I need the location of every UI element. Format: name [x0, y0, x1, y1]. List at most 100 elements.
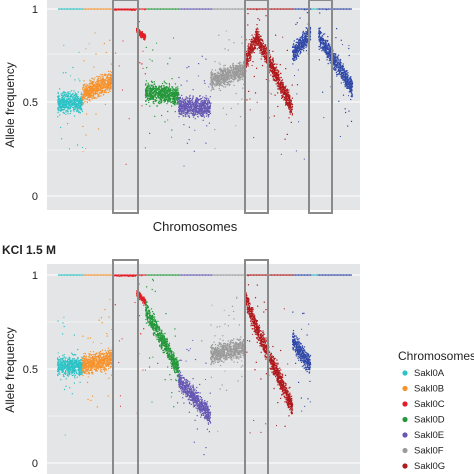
- data-point: [166, 91, 168, 94]
- data-point: [291, 114, 293, 116]
- data-point: [285, 104, 287, 106]
- data-point: [149, 95, 151, 97]
- data-point: [64, 101, 66, 103]
- fixed-point: [73, 8, 75, 10]
- data-point: [182, 101, 184, 103]
- data-point: [227, 75, 229, 77]
- data-point: [192, 111, 195, 113]
- fixed-point: [344, 8, 346, 10]
- data-point: [57, 95, 60, 98]
- data-point: [282, 93, 284, 95]
- data-point: [100, 87, 102, 89]
- data-point: [247, 45, 249, 47]
- data-point: [243, 72, 245, 74]
- data-point: [203, 100, 205, 102]
- data-point: [63, 44, 65, 46]
- data-point: [104, 86, 106, 88]
- data-point: [190, 104, 192, 106]
- data-point: [199, 109, 201, 111]
- data-point: [150, 96, 152, 98]
- data-point: [220, 82, 222, 85]
- fixed-point: [220, 8, 222, 10]
- data-point: [174, 92, 176, 94]
- data-point: [173, 99, 175, 101]
- data-point: [161, 96, 163, 98]
- data-point: [90, 90, 92, 92]
- data-point: [234, 72, 236, 74]
- data-point: [204, 105, 206, 107]
- data-point: [224, 79, 226, 81]
- data-point: [158, 92, 160, 94]
- data-point: [210, 84, 212, 86]
- data-point: [69, 102, 71, 104]
- data-point: [155, 97, 157, 99]
- data-point: [160, 100, 162, 102]
- data-point: [100, 80, 102, 82]
- data-point: [233, 84, 235, 86]
- data-point: [223, 80, 226, 82]
- fixed-point: [98, 8, 100, 10]
- data-point: [97, 78, 99, 80]
- data-point: [272, 70, 274, 72]
- data-point: [223, 80, 225, 82]
- data-point: [254, 40, 256, 42]
- data-point: [75, 101, 77, 103]
- data-point: [265, 50, 267, 52]
- data-point: [208, 122, 210, 124]
- data-point: [178, 100, 180, 102]
- fixed-point: [257, 8, 259, 10]
- data-point: [248, 51, 250, 53]
- data-point: [131, 9, 134, 11]
- data-point: [260, 35, 262, 37]
- data-point: [247, 58, 249, 60]
- data-point: [191, 98, 193, 100]
- data-point: [289, 104, 291, 106]
- data-point: [277, 82, 279, 85]
- data-point: [147, 87, 149, 89]
- data-point: [155, 99, 157, 101]
- data-point: [249, 39, 251, 40]
- data-point: [191, 110, 193, 112]
- data-point: [106, 77, 108, 79]
- data-point: [292, 44, 294, 46]
- data-point: [164, 100, 166, 102]
- data-point: [183, 124, 185, 126]
- data-point: [167, 93, 169, 95]
- data-point: [254, 33, 256, 36]
- data-point: [219, 83, 221, 85]
- data-point: [68, 98, 70, 100]
- data-point: [249, 109, 251, 111]
- data-point: [276, 82, 279, 84]
- data-point: [86, 101, 88, 103]
- fixed-point: [205, 8, 207, 10]
- data-point: [65, 72, 67, 74]
- data-point: [70, 94, 73, 96]
- data-point: [277, 88, 279, 90]
- data-point: [229, 83, 231, 86]
- data-point: [218, 76, 220, 78]
- data-point: [139, 31, 141, 34]
- data-point: [67, 91, 69, 93]
- data-point: [145, 96, 147, 98]
- data-point: [162, 91, 164, 93]
- data-point: [274, 68, 276, 70]
- data-point: [247, 57, 249, 60]
- data-point: [240, 62, 242, 64]
- data-point: [224, 71, 226, 73]
- data-point: [189, 102, 191, 104]
- data-point: [183, 107, 185, 109]
- fixed-point: [70, 8, 72, 10]
- fixed-point: [197, 8, 199, 10]
- data-point: [223, 75, 225, 77]
- data-point: [76, 109, 79, 111]
- data-point: [270, 74, 272, 76]
- data-point: [199, 114, 201, 116]
- data-point: [209, 102, 211, 104]
- data-point: [185, 105, 187, 108]
- data-point: [197, 101, 199, 103]
- data-point: [248, 57, 250, 60]
- data-point: [198, 112, 200, 114]
- data-point: [200, 112, 202, 114]
- data-point: [217, 81, 219, 83]
- data-point: [181, 98, 183, 100]
